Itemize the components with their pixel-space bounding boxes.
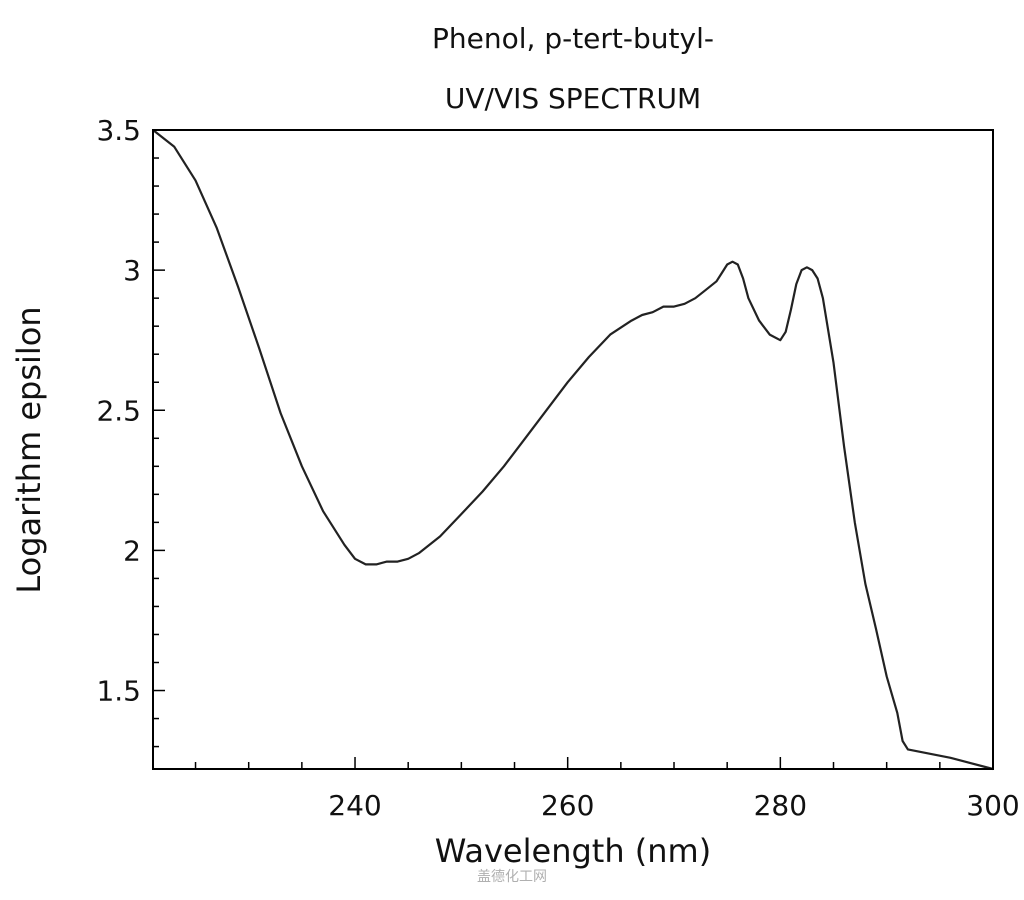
watermark: 盖德化工网 [477,869,547,885]
y-tick-label: 2 [123,534,141,567]
y-axis-label: Logarithm epsilon [10,306,48,593]
y-tick-label: 3 [123,254,141,287]
y-tick-label: 3.5 [96,114,141,147]
spectrum-line [152,129,994,771]
x-tick-label: 300 [966,789,1019,822]
x-tick-label: 280 [754,789,807,822]
chart-title: Phenol, p-tert-butyl- [432,22,714,55]
x-tick-label: 240 [328,789,381,822]
plot-frame [152,129,994,770]
x-tick-label: 260 [541,789,594,822]
x-axis-label: Wavelength (nm) [435,832,711,870]
y-tick-label: 2.5 [96,394,141,427]
chart-subtitle: UV/VIS SPECTRUM [444,82,702,115]
y-tick-label: 1.5 [96,675,141,708]
